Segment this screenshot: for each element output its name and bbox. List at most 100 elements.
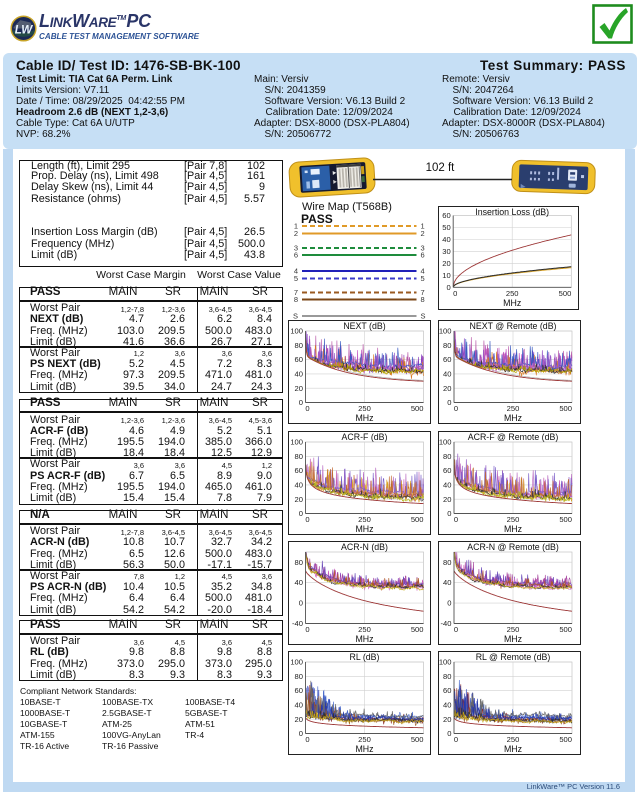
svg-text:MHz: MHz [355,524,373,534]
svg-text:4: 4 [294,267,298,276]
svg-text:500: 500 [559,404,572,413]
svg-text:80: 80 [443,672,451,681]
svg-text:MHz: MHz [503,634,521,644]
svg-text:250: 250 [358,515,371,524]
svg-text:S: S [421,312,426,321]
svg-text:250: 250 [358,625,371,634]
svg-text:MHz: MHz [503,744,521,754]
svg-text:40: 40 [443,481,451,490]
svg-text:0: 0 [447,729,451,738]
svg-text:80: 80 [443,452,451,461]
svg-text:3: 3 [294,244,298,253]
svg-text:4: 4 [421,267,425,276]
svg-text:250: 250 [358,404,371,413]
svg-text:40: 40 [442,235,450,244]
svg-text:0: 0 [305,625,309,634]
svg-text:80: 80 [443,558,451,567]
svg-text:50: 50 [442,223,450,232]
svg-text:LW: LW [15,24,33,37]
svg-text:500: 500 [559,735,572,744]
svg-text:60: 60 [295,355,303,364]
svg-text:2: 2 [421,229,425,238]
svg-text:20: 20 [443,495,451,504]
svg-text:0: 0 [446,283,450,292]
svg-text:60: 60 [442,211,450,220]
svg-text:20: 20 [295,495,303,504]
svg-text:0: 0 [305,515,309,524]
svg-text:100: 100 [290,327,303,336]
svg-text:8: 8 [421,295,425,304]
svg-text:Insertion Loss (dB): Insertion Loss (dB) [475,207,549,217]
svg-text:250: 250 [506,735,519,744]
svg-text:0: 0 [299,729,303,738]
svg-text:40: 40 [443,701,451,710]
svg-text:20: 20 [442,259,450,268]
svg-text:S: S [293,312,298,321]
svg-text:RL @ Remote (dB): RL @ Remote (dB) [475,652,550,662]
svg-text:10: 10 [442,271,450,280]
svg-text:500: 500 [559,289,572,298]
svg-text:100: 100 [439,327,452,336]
svg-text:100: 100 [290,658,303,667]
svg-text:500: 500 [411,404,424,413]
svg-text:40: 40 [443,578,451,587]
svg-text:0: 0 [305,404,309,413]
svg-text:0: 0 [299,599,303,608]
svg-text:0: 0 [453,289,457,298]
svg-text:MHz: MHz [503,413,521,423]
svg-text:30: 30 [442,247,450,256]
svg-text:5: 5 [421,274,425,283]
svg-text:ACR-F @ Remote (dB): ACR-F @ Remote (dB) [467,432,558,442]
svg-text:250: 250 [506,289,519,298]
svg-text:100: 100 [439,658,452,667]
svg-text:7: 7 [421,288,425,297]
svg-text:0: 0 [447,398,451,407]
svg-text:0: 0 [299,509,303,518]
svg-text:20: 20 [443,715,451,724]
svg-text:250: 250 [358,735,371,744]
svg-text:5: 5 [294,274,298,283]
svg-text:0: 0 [453,404,457,413]
svg-text:6: 6 [421,251,425,260]
svg-text:60: 60 [295,686,303,695]
svg-text:40: 40 [443,370,451,379]
svg-text:MHz: MHz [503,298,521,308]
svg-text:20: 20 [443,384,451,393]
svg-text:20: 20 [295,715,303,724]
svg-text:40: 40 [295,701,303,710]
svg-text:0: 0 [453,515,457,524]
svg-text:MHz: MHz [355,413,373,423]
svg-text:3: 3 [421,244,425,253]
svg-text:NEXT @ Remote (dB): NEXT @ Remote (dB) [469,321,556,331]
svg-text:60: 60 [443,466,451,475]
svg-text:500: 500 [411,515,424,524]
svg-text:500: 500 [559,625,572,634]
svg-text:MHz: MHz [355,744,373,754]
svg-text:RL (dB): RL (dB) [350,652,380,662]
svg-text:ACR-N @ Remote (dB): ACR-N @ Remote (dB) [467,542,559,552]
svg-text:250: 250 [506,625,519,634]
svg-text:6: 6 [294,251,298,260]
svg-text:80: 80 [295,341,303,350]
svg-text:80: 80 [443,341,451,350]
svg-text:0: 0 [453,625,457,634]
svg-text:100: 100 [439,438,452,447]
svg-text:8: 8 [294,295,298,304]
svg-text:60: 60 [443,355,451,364]
svg-text:40: 40 [295,578,303,587]
svg-text:1: 1 [421,222,425,231]
svg-text:7: 7 [294,288,298,297]
svg-text:20: 20 [295,384,303,393]
svg-text:ACR-N (dB): ACR-N (dB) [341,542,388,552]
svg-text:500: 500 [411,735,424,744]
svg-text:80: 80 [295,452,303,461]
svg-text:0: 0 [453,735,457,744]
svg-text:250: 250 [506,515,519,524]
svg-text:-40: -40 [292,619,303,628]
svg-text:40: 40 [295,370,303,379]
svg-text:80: 80 [295,672,303,681]
svg-text:500: 500 [559,515,572,524]
svg-text:500: 500 [411,625,424,634]
svg-text:1: 1 [294,222,298,231]
svg-text:60: 60 [443,686,451,695]
